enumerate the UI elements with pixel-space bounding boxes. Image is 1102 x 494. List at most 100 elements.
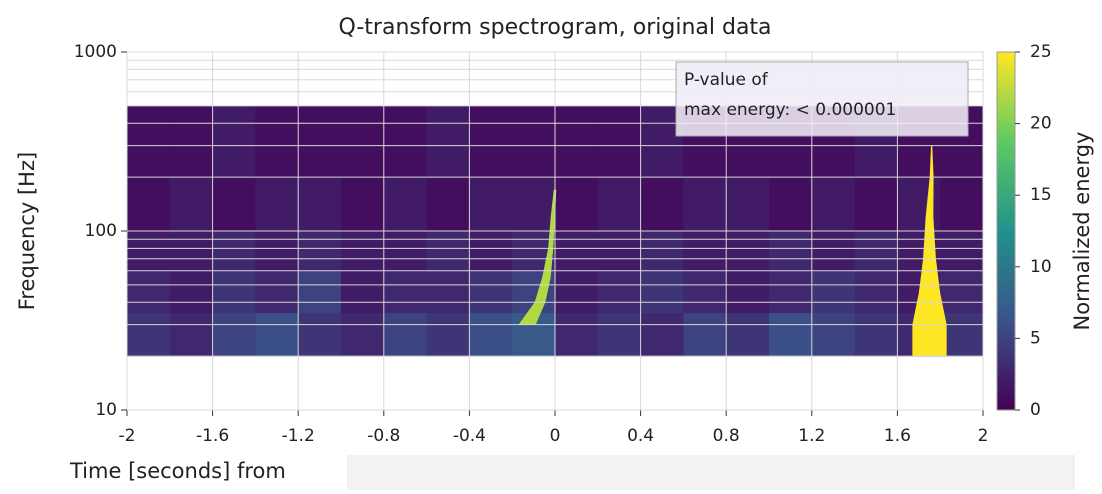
x-tick-label: 0.4 — [627, 426, 654, 446]
colorbar-segment — [997, 380, 1015, 387]
redacted-box — [347, 455, 1075, 490]
heatmap-cell — [426, 231, 470, 272]
heatmap-cell — [512, 177, 556, 232]
colorbar-segment — [997, 171, 1015, 178]
x-tick-label: -1.2 — [282, 426, 315, 446]
colorbar-segment — [997, 356, 1015, 363]
heatmap-cell — [726, 177, 770, 232]
heatmap-cell — [426, 312, 470, 357]
heatmap-cell — [769, 231, 813, 272]
heatmap-cell — [597, 270, 642, 314]
energy-track — [518, 189, 557, 325]
heatmap-cell — [854, 177, 898, 232]
colorbar-segment — [997, 404, 1015, 411]
heatmap-cell — [212, 177, 256, 232]
heatmap-cell — [940, 177, 984, 232]
colorbar-segment — [997, 165, 1015, 172]
heatmap-cell — [640, 177, 684, 232]
colorbar-segment — [997, 284, 1015, 292]
colorbar-tick-label: 25 — [1030, 42, 1052, 62]
energy-track — [912, 145, 947, 357]
heatmap-cell — [255, 231, 299, 272]
heatmap-cell — [426, 177, 470, 232]
heatmap-cell — [769, 270, 813, 314]
colorbar-segment — [997, 207, 1015, 214]
heatmap-cell — [469, 312, 513, 357]
colorbar-segment — [997, 296, 1015, 304]
colorbar-segment — [997, 242, 1015, 250]
x-tick-label: 0 — [550, 426, 561, 446]
heatmap-cell — [811, 231, 856, 272]
colorbar-segment — [997, 81, 1015, 89]
colorbar-segment — [997, 368, 1015, 375]
y-axis-label: Frequency [Hz] — [15, 152, 39, 310]
colorbar-tick-label: 10 — [1030, 257, 1052, 277]
y-tick-label: 1000 — [74, 42, 117, 62]
colorbar-tick-label: 0 — [1030, 400, 1041, 420]
colorbar-segment — [997, 350, 1015, 357]
heatmap-cell — [383, 270, 428, 314]
heatmap-cell — [169, 231, 214, 272]
colorbar-segment — [997, 374, 1015, 381]
colorbar-segment — [997, 75, 1015, 83]
colorbar-segment — [997, 398, 1015, 405]
colorbar-segment — [997, 147, 1015, 154]
heatmap-cell — [640, 312, 684, 357]
colorbar-segment — [997, 248, 1015, 256]
heatmap-cell — [854, 312, 898, 357]
colorbar-segment — [997, 99, 1015, 107]
colorbar-tick-label: 20 — [1030, 114, 1052, 134]
colorbar-segment — [997, 111, 1015, 119]
heatmap-cell — [341, 270, 385, 314]
heatmap-cell — [212, 270, 256, 314]
heatmap-cell — [469, 270, 513, 314]
colorbar-segment — [997, 314, 1015, 321]
heatmap-cell — [298, 231, 342, 272]
heatmap-cell — [127, 105, 171, 178]
annotation: P-value of max energy: < 0.000001 — [675, 61, 969, 137]
heatmap-cell — [383, 231, 428, 272]
colorbar-segment — [997, 266, 1015, 274]
x-tick-label: 1.2 — [798, 426, 825, 446]
chart-title: Q-transform spectrogram, original data — [338, 15, 771, 40]
heatmap-cell — [298, 270, 342, 314]
annotation-line: P-value of — [684, 70, 769, 90]
heatmap-cell — [127, 270, 171, 314]
heatmap-cell — [726, 270, 770, 314]
colorbar-segment — [997, 213, 1015, 220]
annotation-line: max energy: < 0.000001 — [684, 100, 896, 120]
heatmap-cell — [169, 177, 214, 232]
colorbar-segment — [997, 183, 1015, 190]
heatmap-cell — [811, 177, 856, 232]
heatmap-cell — [298, 105, 342, 178]
annotation-box — [675, 61, 969, 137]
heatmap-cell — [597, 231, 642, 272]
heatmap-cell — [683, 231, 727, 272]
heatmap-cell — [383, 312, 428, 357]
heatmap-cell — [469, 105, 513, 178]
colorbar-segment — [997, 153, 1015, 160]
heatmap-cell — [597, 312, 642, 357]
heatmap-cell — [469, 231, 513, 272]
heatmap-cell — [683, 270, 727, 314]
colorbar-segment — [997, 326, 1015, 333]
x-tick-label: 0.8 — [713, 426, 740, 446]
colorbar-segment — [997, 272, 1015, 280]
colorbar-segment — [997, 63, 1015, 71]
colorbar-segment — [997, 141, 1015, 148]
heatmap-cell — [555, 231, 599, 272]
heatmap-cell — [383, 177, 428, 232]
colorbar-segment — [997, 189, 1015, 196]
colorbar-segment — [997, 52, 1015, 59]
colorbar-segment — [997, 231, 1015, 238]
colorbar-tick-label: 5 — [1030, 328, 1041, 348]
heatmap-cell — [555, 270, 599, 314]
colorbar-segment — [997, 129, 1015, 137]
y-tick-label: 100 — [85, 221, 117, 241]
heatmap-cell — [169, 270, 214, 314]
heatmap-cell — [726, 312, 770, 357]
x-tick-label: -1.6 — [196, 426, 229, 446]
y-tick-label: 10 — [95, 400, 117, 420]
heatmap-cell — [255, 105, 299, 178]
